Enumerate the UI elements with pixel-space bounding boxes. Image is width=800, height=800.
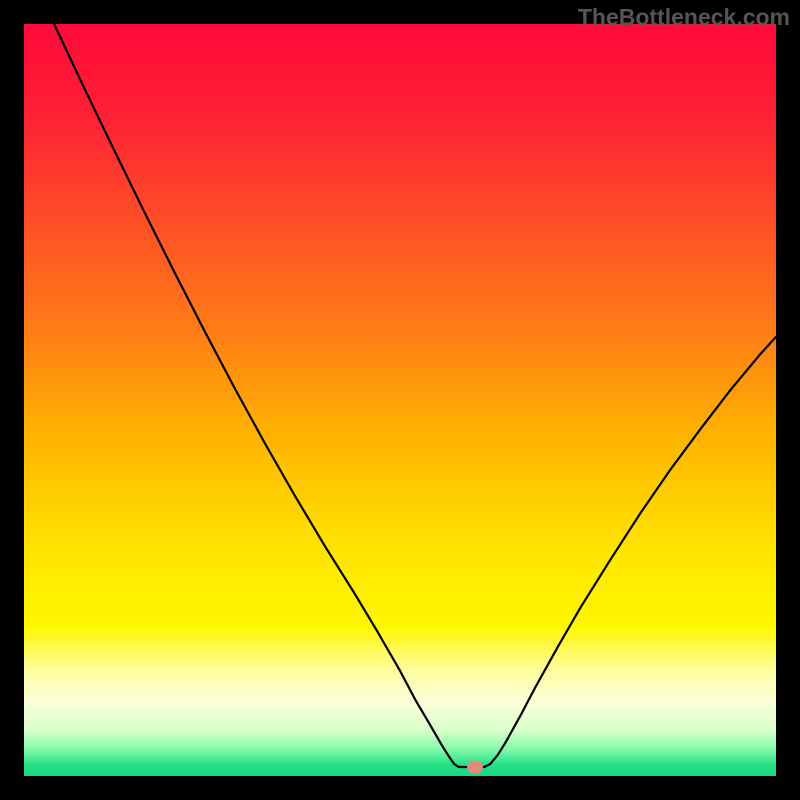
watermark-text: TheBottleneck.com [578,4,790,31]
chart-container: TheBottleneck.com [0,0,800,800]
optimum-marker [467,760,483,773]
plot-area [24,24,776,776]
